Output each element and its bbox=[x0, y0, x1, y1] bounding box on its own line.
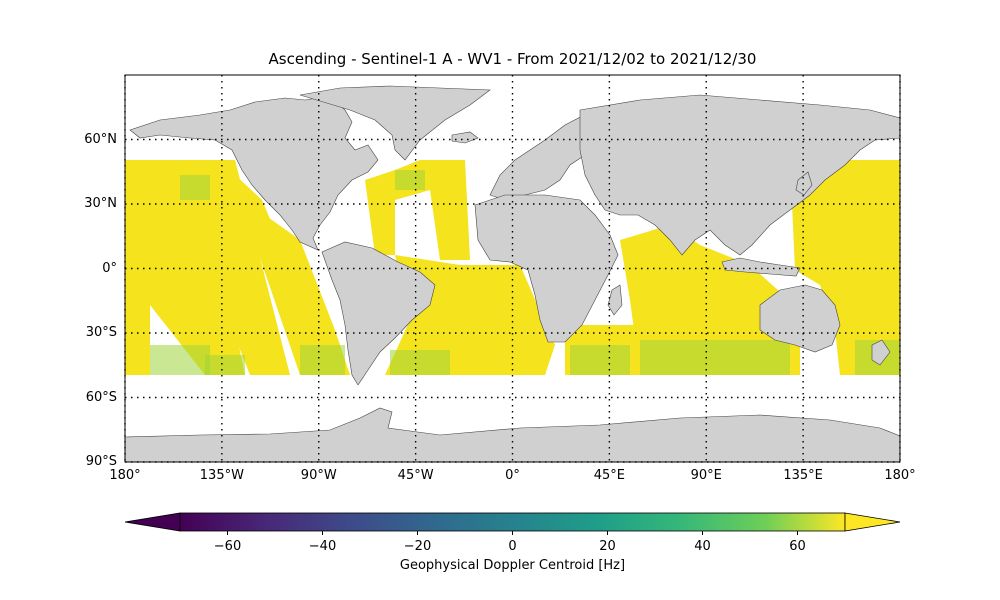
iceland bbox=[451, 131, 479, 144]
colorbar-tick-label: −60 bbox=[213, 539, 242, 554]
colorbar-min-extend bbox=[124, 512, 181, 532]
new-zealand bbox=[871, 339, 891, 366]
madagascar bbox=[607, 284, 623, 316]
colorbar-tick-marks bbox=[227, 531, 798, 535]
swath-5 bbox=[265, 215, 350, 375]
green-patch-3 bbox=[300, 345, 345, 375]
green-patch-8 bbox=[180, 175, 210, 200]
asia bbox=[579, 94, 901, 256]
swath-10 bbox=[790, 160, 900, 375]
swath-1 bbox=[125, 160, 150, 375]
lon-label: 45°W bbox=[397, 468, 434, 483]
swath-6 bbox=[365, 160, 470, 260]
green-patch-4 bbox=[390, 350, 450, 375]
north-america bbox=[129, 95, 379, 251]
lon-label: 180° bbox=[109, 468, 141, 483]
plot-title: Ascending - Sentinel-1 A - WV1 - From 20… bbox=[268, 50, 757, 68]
green-patch-9 bbox=[395, 170, 425, 190]
south-america bbox=[321, 241, 436, 386]
lat-label: 30°S bbox=[85, 325, 117, 340]
greenland bbox=[299, 85, 491, 161]
colorbar-label: Geophysical Doppler Centroid [Hz] bbox=[399, 558, 626, 573]
lon-label: 45°E bbox=[593, 468, 625, 483]
map-frame bbox=[124, 74, 901, 463]
colorbar-tick-label: 0 bbox=[508, 539, 517, 554]
japan bbox=[795, 171, 813, 196]
colorbar-body bbox=[179, 512, 846, 532]
lon-label: 135°E bbox=[783, 468, 823, 483]
lat-label: 0° bbox=[102, 260, 117, 276]
lon-label: 90°E bbox=[690, 468, 722, 483]
lon-label: 90°W bbox=[300, 468, 337, 483]
green-patch-6 bbox=[640, 340, 790, 375]
green-patch-2 bbox=[205, 355, 245, 375]
lat-label: 90°S bbox=[85, 454, 117, 469]
lon-label: 135°W bbox=[199, 468, 244, 483]
green-patch-5 bbox=[570, 345, 630, 375]
australia bbox=[759, 284, 841, 353]
lat-label: 60°N bbox=[84, 131, 117, 147]
colorbar-tick-label: −20 bbox=[403, 539, 432, 554]
colorbar-tick-label: 60 bbox=[789, 539, 806, 554]
colorbar-tick-label: 40 bbox=[694, 539, 711, 554]
colorbar-tick-label: −40 bbox=[308, 539, 337, 554]
swath-9 bbox=[620, 225, 800, 375]
lon-label: 0° bbox=[505, 468, 520, 483]
green-patch-1 bbox=[150, 345, 210, 375]
lat-label: 30°N bbox=[84, 196, 117, 211]
colorbar-max-extend bbox=[844, 512, 901, 532]
colorbar-tick-label: 20 bbox=[599, 539, 616, 554]
lat-label: 60°S bbox=[85, 389, 117, 405]
lon-label: 180° bbox=[884, 468, 916, 483]
indonesia bbox=[721, 257, 801, 277]
